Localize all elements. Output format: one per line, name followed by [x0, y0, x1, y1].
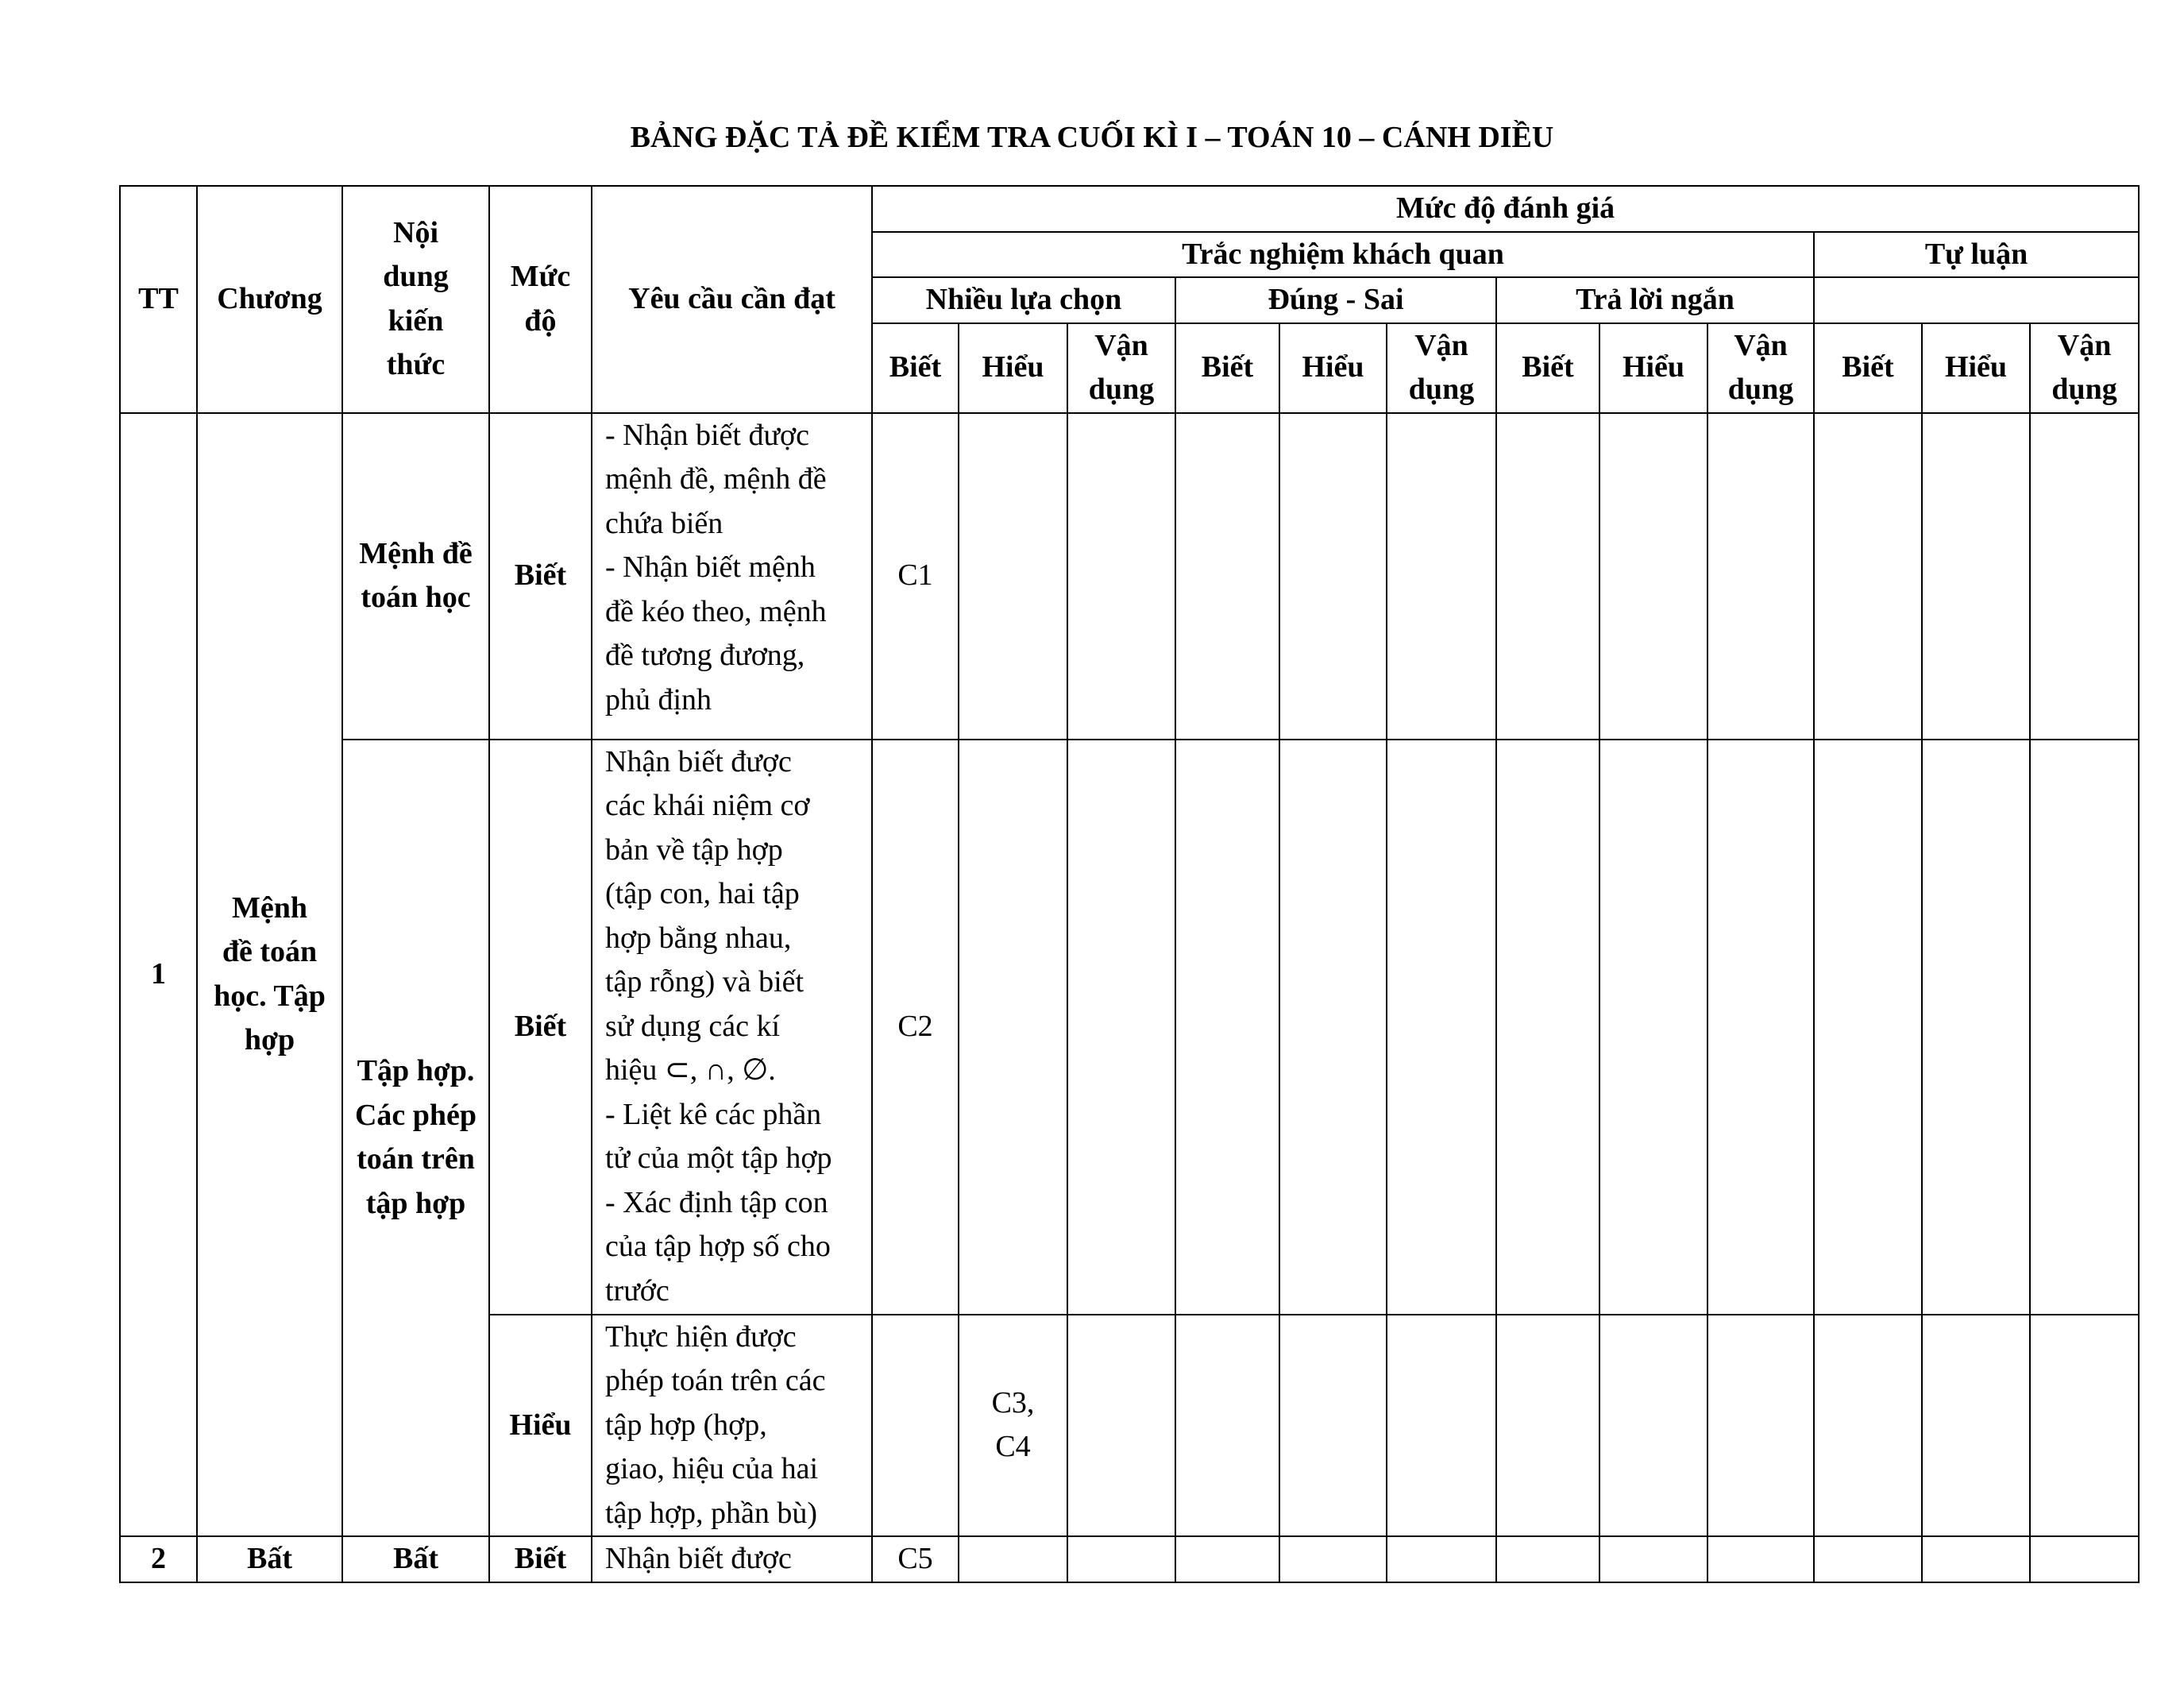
grade-cell: [1495, 1313, 1600, 1537]
grade-cell: [958, 411, 1068, 740]
header-level: Vận dụng: [2028, 322, 2140, 414]
grade-cell: [1599, 1535, 1708, 1583]
grade-cell: [1813, 411, 1923, 740]
grade-cell: [1279, 738, 1387, 1315]
header-level: Biết: [871, 322, 959, 414]
header-dung-sai: Đúng - Sai: [1175, 276, 1497, 324]
grade-cell: [1707, 1535, 1815, 1583]
header-noi-dung: Nội dung kiến thức: [341, 185, 490, 414]
grade-cell: [1495, 411, 1600, 740]
row-yeu-cau: Thực hiện được phép toán trên các tập hợ…: [591, 1313, 873, 1537]
grade-cell: [1599, 738, 1708, 1315]
row-yeu-cau: Nhận biết được các khái niệm cơ bản về t…: [591, 738, 873, 1315]
row-muc-do: Biết: [488, 411, 592, 740]
header-level: Vận dụng: [1707, 322, 1815, 414]
row-chuong: Mệnh đề toán học. Tập hợp: [196, 411, 343, 1537]
grade-cell: [1386, 1313, 1497, 1537]
grade-cell: [1495, 738, 1600, 1315]
grade-cell: [2028, 411, 2140, 740]
header-level: Hiểu: [1599, 322, 1708, 414]
header-tra-loi-ngan: Trả lời ngắn: [1495, 276, 1815, 324]
grade-cell: [1921, 738, 2031, 1315]
grade-cell: [1067, 1313, 1176, 1537]
row-tt: 2: [119, 1535, 198, 1583]
header-level: Hiểu: [1279, 322, 1387, 414]
grade-cell: [1175, 1535, 1280, 1583]
grade-cell: [1707, 411, 1815, 740]
header-tu-luan: Tự luận: [1812, 230, 2140, 278]
grade-cell: [1386, 738, 1497, 1315]
grade-cell: [1279, 411, 1387, 740]
row-muc-do: Biết: [488, 1535, 592, 1583]
grade-cell: [1386, 1535, 1497, 1583]
header-chuong: Chương: [196, 185, 343, 414]
header-empty: [1812, 276, 2140, 324]
header-level: Biết: [1495, 322, 1600, 414]
header-level: Vận dụng: [1067, 322, 1176, 414]
row-yeu-cau: Nhận biết được: [591, 1535, 873, 1583]
spec-table: TT Chương Nội dung kiến thức Mức độ Yêu …: [119, 185, 2140, 1583]
document-title: BẢNG ĐẶC TẢ ĐỀ KIỂM TRA CUỐI KÌ I – TOÁN…: [630, 121, 1554, 154]
grade-cell: [1175, 1313, 1280, 1537]
row-noi-dung: Tập hợp. Các phép toán trên tập hợp: [341, 738, 490, 1537]
header-yeu-cau: Yêu cầu cần đạt: [591, 185, 873, 414]
row-muc-do: Hiểu: [488, 1313, 592, 1537]
grade-cell: C2: [871, 738, 959, 1315]
header-muc-do: Mức độ: [488, 185, 592, 414]
header-level: Biết: [1813, 322, 1923, 414]
row-chuong: Bất: [196, 1535, 343, 1583]
grade-cell: [1067, 738, 1176, 1315]
row-yeu-cau: - Nhận biết được mệnh đề, mệnh đề chứa b…: [591, 411, 873, 740]
row-tt: 1: [119, 411, 198, 1537]
row-noi-dung: Mệnh đề toán học: [341, 411, 490, 740]
grade-cell: [1495, 1535, 1600, 1583]
row-muc-do: Biết: [488, 738, 592, 1315]
header-level: Biết: [1175, 322, 1280, 414]
grade-cell: C3, C4: [958, 1313, 1068, 1537]
grade-cell: [1067, 411, 1176, 740]
grade-cell: [1599, 1313, 1708, 1537]
header-nhieu-lua-chon: Nhiều lựa chọn: [871, 276, 1176, 324]
header-level: Vận dụng: [1386, 322, 1497, 414]
grade-cell: [2028, 738, 2140, 1315]
header-trac-nghiem: Trắc nghiệm khách quan: [871, 230, 1815, 278]
grade-cell: [1921, 411, 2031, 740]
grade-cell: [1067, 1535, 1176, 1583]
grade-cell: [1813, 738, 1923, 1315]
grade-cell: [871, 1313, 959, 1537]
grade-cell: [1279, 1313, 1387, 1537]
grade-cell: [1386, 411, 1497, 740]
grade-cell: C5: [871, 1535, 959, 1583]
grade-cell: [958, 738, 1068, 1315]
grade-cell: [958, 1535, 1068, 1583]
grade-cell: [1175, 738, 1280, 1315]
row-noi-dung: Bất: [341, 1535, 490, 1583]
grade-cell: [1279, 1535, 1387, 1583]
grade-cell: [1921, 1535, 2031, 1583]
grade-cell: [1921, 1313, 2031, 1537]
header-level: Hiểu: [1921, 322, 2031, 414]
header-danh-gia: Mức độ đánh giá: [870, 185, 2140, 233]
grade-cell: [1813, 1535, 1923, 1583]
grade-cell: [1707, 738, 1815, 1315]
grade-cell: [2028, 1535, 2140, 1583]
header-level: Hiểu: [958, 322, 1068, 414]
grade-cell: C1: [871, 411, 959, 740]
grade-cell: [2028, 1313, 2140, 1537]
grade-cell: [1707, 1313, 1815, 1537]
grade-cell: [1175, 411, 1280, 740]
grade-cell: [1813, 1313, 1923, 1537]
grade-cell: [1599, 411, 1708, 740]
header-tt: TT: [119, 185, 198, 414]
